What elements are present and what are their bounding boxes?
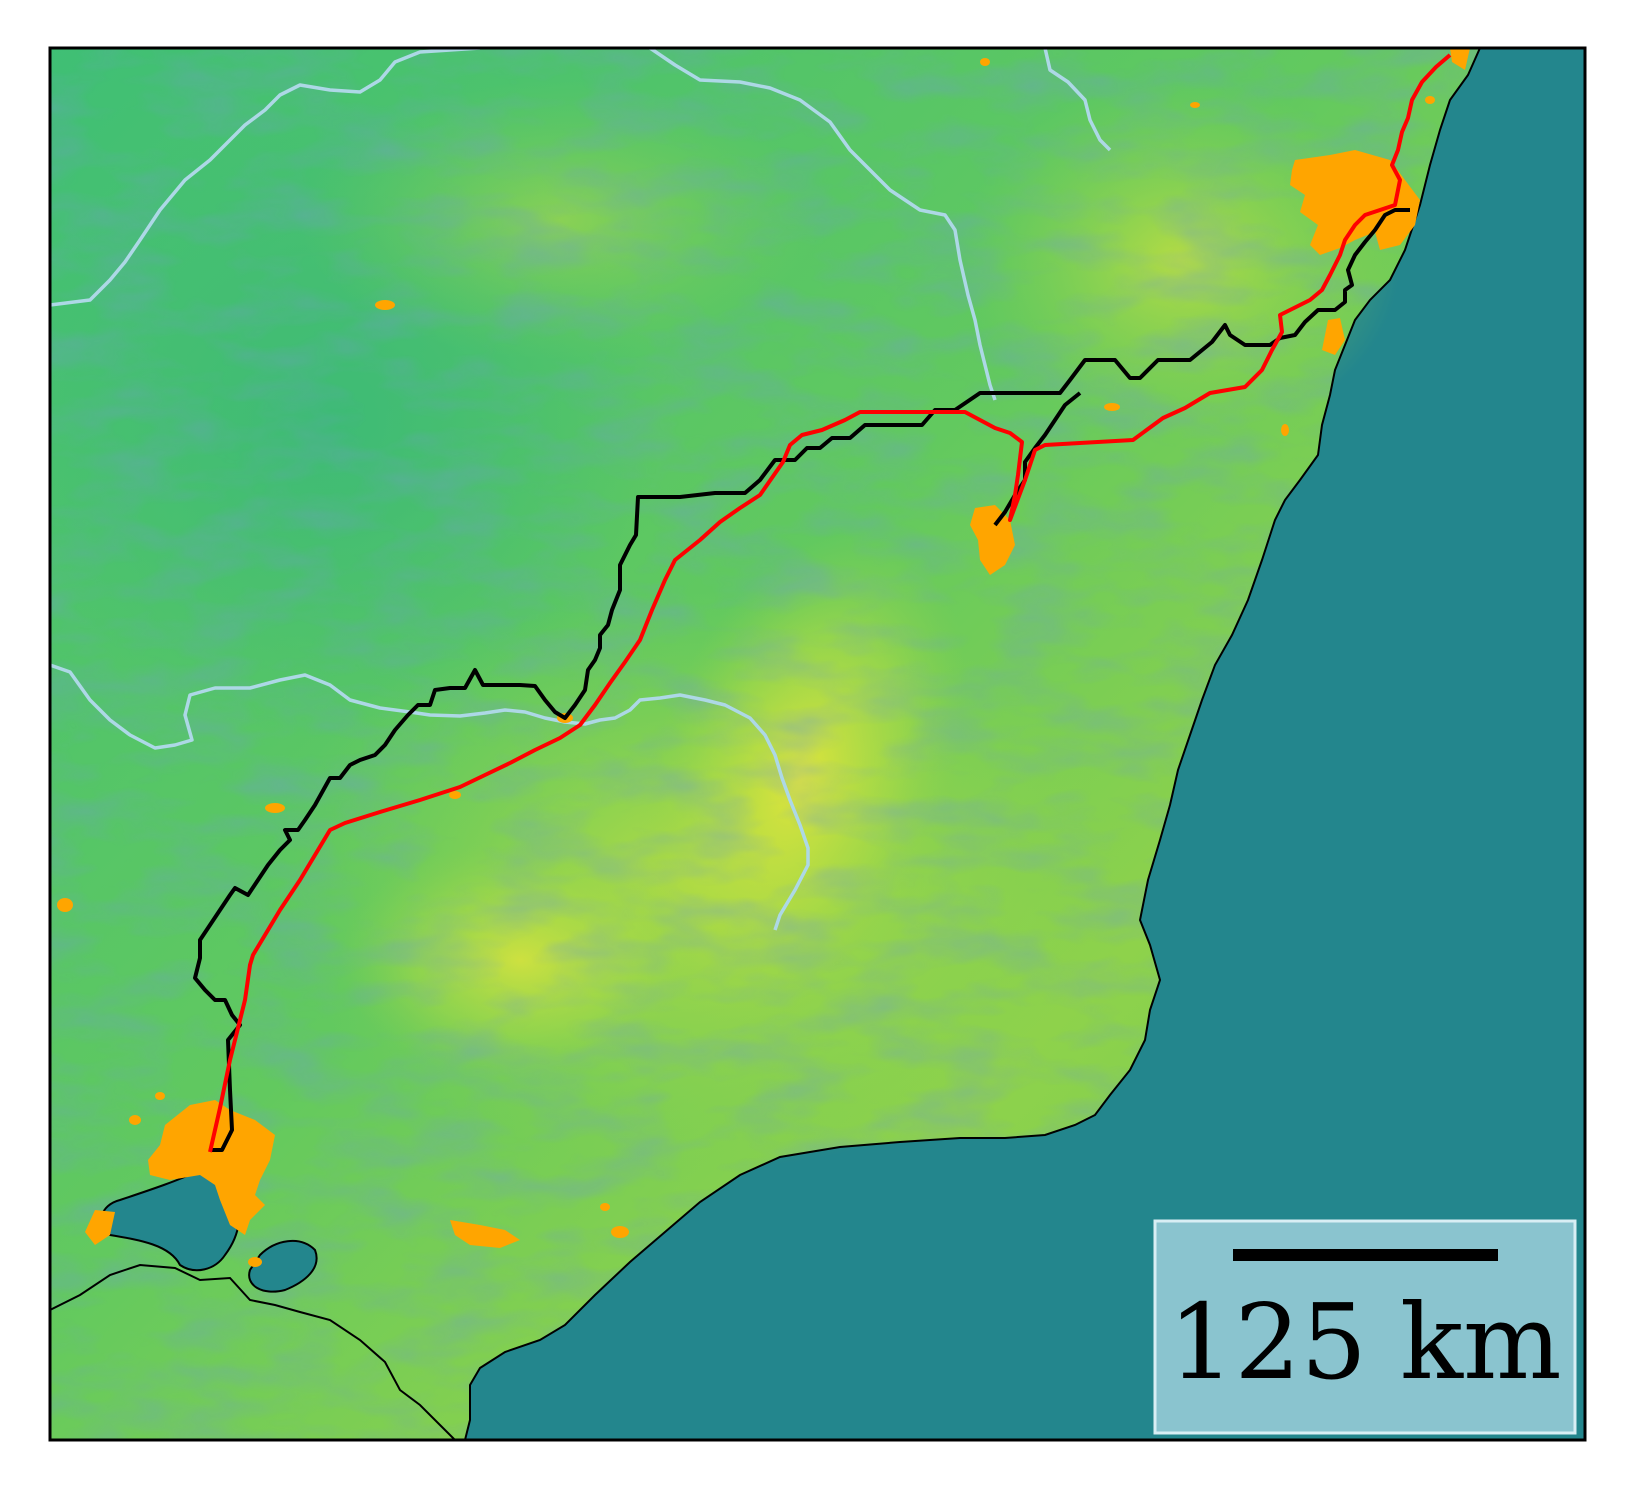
urban-town <box>1104 403 1120 411</box>
river-murray-south <box>50 663 810 931</box>
urban-town <box>1425 96 1435 104</box>
western-port <box>249 1240 317 1292</box>
urban-sydney <box>1290 150 1420 255</box>
western-port-outline <box>248 1239 318 1293</box>
river-northeast <box>1043 48 1112 152</box>
river-central <box>649 48 997 401</box>
urban-town <box>449 791 461 799</box>
urban-latrobe <box>450 1220 520 1248</box>
urban-town <box>1190 102 1200 108</box>
scale-bar-label: 125 km <box>1168 1281 1561 1403</box>
route-red <box>208 53 1452 1153</box>
urban-town <box>129 1115 141 1125</box>
urban-town <box>980 58 990 66</box>
urban-wollongong <box>1322 318 1345 355</box>
urban-town <box>600 1203 610 1211</box>
urban-town <box>375 300 395 310</box>
urban-town <box>1281 424 1289 436</box>
urban-melbourne <box>148 1100 275 1235</box>
urban-geelong <box>85 1210 115 1245</box>
scale-bar: 125 km <box>1153 1219 1577 1435</box>
river-murray-north <box>50 48 481 307</box>
route-black <box>193 208 1410 1152</box>
urban-areas <box>57 48 1470 1267</box>
urban-newcastle-edge <box>1450 48 1470 70</box>
urban-town <box>57 898 73 912</box>
rivers <box>50 48 1112 931</box>
urban-town <box>248 1257 262 1267</box>
coastline <box>464 48 1481 1440</box>
urban-town <box>265 803 285 813</box>
coastline-west <box>50 1263 456 1440</box>
urban-town <box>155 1092 165 1100</box>
map-frame <box>48 46 1587 1442</box>
scale-bar-line <box>1233 1249 1498 1261</box>
urban-town <box>611 1226 629 1238</box>
urban-canberra <box>970 505 1015 575</box>
